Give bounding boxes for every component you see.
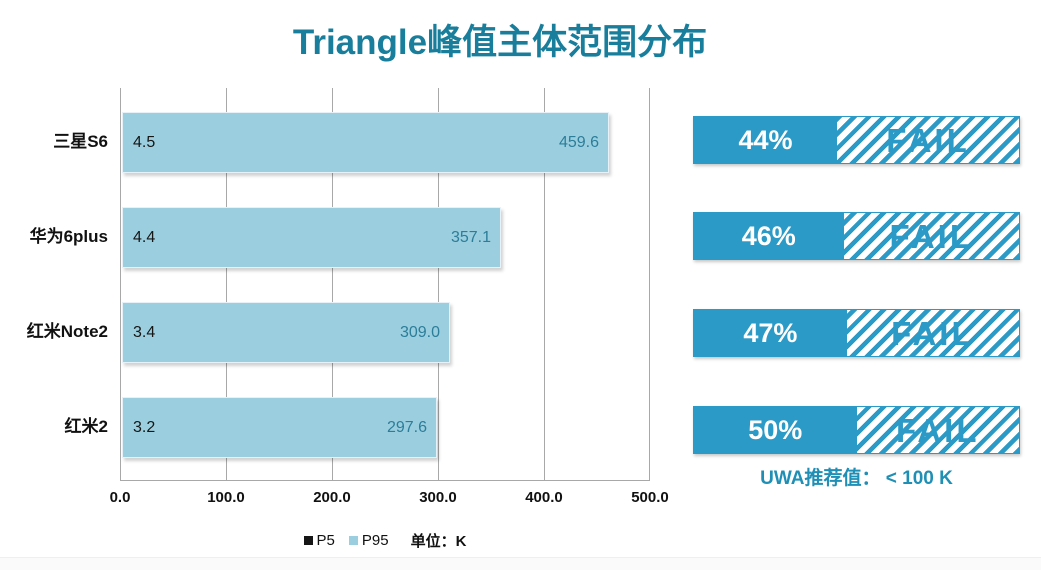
x-tick-label: 100.0 (207, 489, 245, 506)
percent-bar-row: 50% FAIL (693, 406, 1020, 454)
fail-label: FAIL (889, 217, 973, 255)
gridline (332, 88, 333, 480)
x-tick-label: 200.0 (313, 489, 351, 506)
fail-hatch-bar: FAIL (843, 213, 1019, 259)
category-label: 红米Note2 (26, 322, 108, 341)
legend-swatch-p5-icon (303, 535, 313, 545)
percent-solid-bar: 47% (694, 310, 847, 356)
x-tick-label: 500.0 (631, 489, 669, 506)
percent-solid-bar: 50% (694, 407, 857, 453)
gridline (438, 88, 439, 480)
chart-title: Triangle峰值主体范围分布 (292, 23, 708, 62)
legend-swatch-p95-icon (348, 535, 358, 545)
fail-hatch-bar: FAIL (856, 407, 1019, 453)
x-tick-label: 0.0 (109, 489, 131, 506)
percent-label: 47% (743, 317, 798, 348)
percent-solid-bar: 46% (694, 213, 844, 259)
bottom-strip (0, 557, 1041, 570)
gridline (544, 88, 545, 480)
percent-label: 50% (748, 414, 803, 445)
p95-bar: 3.4 309.0 (122, 302, 450, 363)
percent-bar-row: 46% FAIL (693, 212, 1020, 260)
percent-solid-bar: 44% (694, 117, 837, 163)
fail-label: FAIL (886, 121, 970, 159)
p5-value-label: 4.5 (133, 133, 156, 151)
fail-hatch-bar: FAIL (837, 117, 1019, 163)
p95-value-label: 459.6 (558, 133, 599, 151)
p95-value-label: 309.0 (399, 323, 440, 341)
legend-label-p5: P5 (316, 531, 335, 549)
uwa-recommendation-note: UWA推荐值： < 100 K (760, 468, 953, 489)
gridline (120, 88, 121, 480)
x-tick-label: 300.0 (419, 489, 457, 506)
p95-bar: 4.4 357.1 (122, 207, 501, 268)
legend: P5 P95 单位：K (120, 531, 650, 550)
gridline (226, 88, 227, 480)
percent-bar-row: 44% FAIL (693, 116, 1020, 164)
x-tick-label: 400.0 (525, 489, 563, 506)
category-label: 红米2 (64, 417, 108, 436)
category-label: 华为6plus (29, 227, 108, 246)
p95-value-label: 357.1 (450, 228, 491, 246)
fail-label: FAIL (896, 411, 980, 449)
fail-label: FAIL (891, 314, 975, 352)
p95-bar: 3.2 297.6 (122, 397, 437, 458)
percent-label: 46% (741, 220, 796, 251)
gridline (649, 88, 650, 480)
category-label: 三星S6 (53, 132, 108, 151)
unit-label: 单位：K (410, 532, 467, 550)
percent-label: 44% (738, 124, 793, 155)
p95-value-label: 297.6 (386, 418, 427, 436)
p95-bar: 4.5 459.6 (122, 112, 609, 173)
p5-value-label: 3.4 (133, 323, 156, 341)
legend-label-p95: P95 (361, 531, 389, 549)
percent-bar-row: 47% FAIL (693, 309, 1020, 357)
fail-hatch-bar: FAIL (846, 310, 1019, 356)
p5-value-label: 3.2 (133, 418, 156, 436)
p5-value-label: 4.4 (133, 228, 156, 246)
plot-area: 4.5 459.6 4.4 357.1 3.4 309.0 3.2 297.6 (120, 88, 650, 481)
